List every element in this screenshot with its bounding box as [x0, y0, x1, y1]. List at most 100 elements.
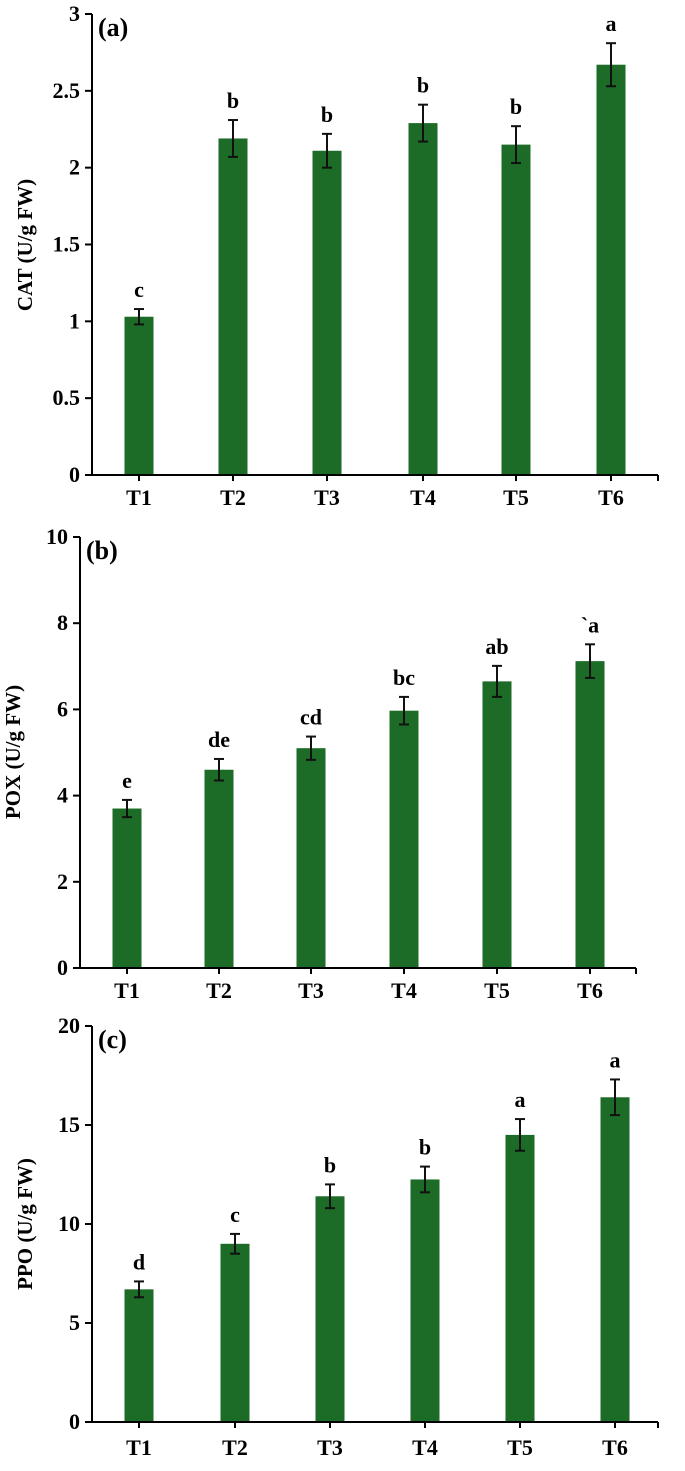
significance-label: de [208, 727, 230, 752]
bar-t4 [408, 123, 438, 475]
error-bar [122, 798, 132, 819]
y-tick-label: 10 [46, 524, 68, 549]
significance-label: bc [393, 665, 415, 690]
bar-t2 [204, 769, 234, 968]
x-tick-label: T6 [602, 1435, 628, 1460]
significance-label: b [417, 73, 429, 98]
bar-t6 [596, 64, 626, 476]
bar-t6 [575, 661, 605, 968]
y-tick-label: 3 [69, 1, 80, 26]
bar-t1 [124, 1289, 154, 1422]
y-tick-label: 15 [58, 1112, 80, 1137]
y-tick-label: 0 [57, 955, 68, 980]
error-bar [230, 1232, 240, 1255]
bar-t5 [482, 681, 512, 968]
x-tick-label: T4 [410, 485, 436, 510]
bar-t3 [315, 1196, 345, 1422]
x-tick-label: T5 [503, 485, 529, 510]
y-tick-label: 2 [57, 869, 68, 894]
x-tick-label: T3 [317, 1435, 343, 1460]
error-bar [134, 1280, 144, 1299]
y-tick-label: 1 [69, 308, 80, 333]
error-bar [306, 735, 316, 761]
x-tick-label: T5 [484, 978, 510, 1003]
x-tick-label: T1 [114, 978, 140, 1003]
error-bar [214, 757, 224, 782]
bar-t1 [112, 808, 142, 968]
significance-label: d [133, 1249, 145, 1274]
y-tick-label: 2.5 [53, 78, 81, 103]
significance-label: b [227, 88, 239, 113]
x-tick-label: T3 [314, 485, 340, 510]
x-tick-label: T6 [598, 485, 624, 510]
y-tick-label: 1.5 [53, 232, 81, 257]
y-tick-label: 5 [69, 1310, 80, 1335]
significance-label: a [515, 1087, 526, 1112]
significance-label: c [230, 1202, 240, 1227]
y-tick-label: 0 [69, 1409, 80, 1434]
error-bar [610, 1078, 620, 1117]
error-bar [134, 308, 144, 326]
x-tick-label: T3 [298, 978, 324, 1003]
y-tick-label: 10 [58, 1211, 80, 1236]
panel-label: (b) [86, 536, 118, 565]
x-tick-label: T2 [220, 485, 246, 510]
error-bar [492, 664, 502, 698]
x-tick-label: T6 [577, 978, 603, 1003]
x-tick-label: T1 [126, 485, 152, 510]
y-tick-label: 6 [57, 696, 68, 721]
significance-label: `a [581, 612, 599, 637]
panel-label: (c) [98, 1025, 127, 1054]
y-tick-label: 2 [69, 155, 80, 180]
error-bar [606, 42, 616, 88]
error-bar [322, 132, 332, 169]
error-bar [418, 103, 428, 143]
panel-label: (a) [98, 13, 128, 42]
significance-label: b [321, 102, 333, 127]
y-axis-title: POX (U/g FW) [1, 685, 25, 819]
significance-label: ab [485, 634, 508, 659]
y-tick-label: 20 [58, 1013, 80, 1038]
bar-t5 [501, 144, 531, 475]
bar-t2 [218, 138, 248, 475]
significance-label: c [134, 277, 144, 302]
x-tick-label: T5 [507, 1435, 533, 1460]
y-axis-title: CAT (U/g FW) [13, 179, 37, 311]
error-bar [399, 695, 409, 726]
bar-t6 [600, 1097, 630, 1422]
significance-label: e [122, 768, 132, 793]
error-bar [515, 1118, 525, 1152]
chart-panel-c: d T1 c T2 b T3 b T4 a T5 a T6 0 5 10 15 20 PPO (U/g FW) (c… [13, 1013, 659, 1460]
bar-t2 [220, 1243, 250, 1422]
x-tick-label: T2 [206, 978, 232, 1003]
significance-label: cd [300, 705, 322, 730]
bar-t1 [124, 316, 154, 475]
significance-label: b [419, 1135, 431, 1160]
x-tick-label: T4 [412, 1435, 438, 1460]
bar-t5 [505, 1134, 535, 1422]
significance-label: a [610, 1047, 621, 1072]
x-tick-label: T1 [126, 1435, 152, 1460]
error-bar [420, 1165, 430, 1194]
y-tick-label: 8 [57, 610, 68, 635]
x-tick-label: T2 [222, 1435, 248, 1460]
error-bar [511, 125, 521, 165]
error-bar [585, 643, 595, 679]
y-axis-title: PPO (U/g FW) [13, 1158, 37, 1290]
bar-t4 [410, 1179, 440, 1422]
y-tick-label: 0.5 [53, 385, 81, 410]
error-bar [228, 119, 238, 158]
bar-t4 [389, 710, 419, 968]
chart-panel-b: e T1 de T2 cd T3 bc T4 ab T5 `a T6 0 2 4 6 8 10 POX (U/g F… [1, 524, 637, 1003]
x-tick-label: T4 [391, 978, 417, 1003]
significance-label: b [510, 94, 522, 119]
y-tick-label: 0 [69, 462, 80, 487]
significance-label: a [606, 11, 617, 36]
bar-t3 [296, 748, 326, 968]
bar-t3 [312, 150, 342, 475]
chart-panel-a: c T1 b T2 b T3 b T4 b T5 a T6 0 0.5 1 1.5 2 2.5 3 CAT (U/g … [13, 1, 659, 510]
significance-label: b [324, 1152, 336, 1177]
y-tick-label: 4 [57, 783, 68, 808]
error-bar [325, 1183, 335, 1210]
